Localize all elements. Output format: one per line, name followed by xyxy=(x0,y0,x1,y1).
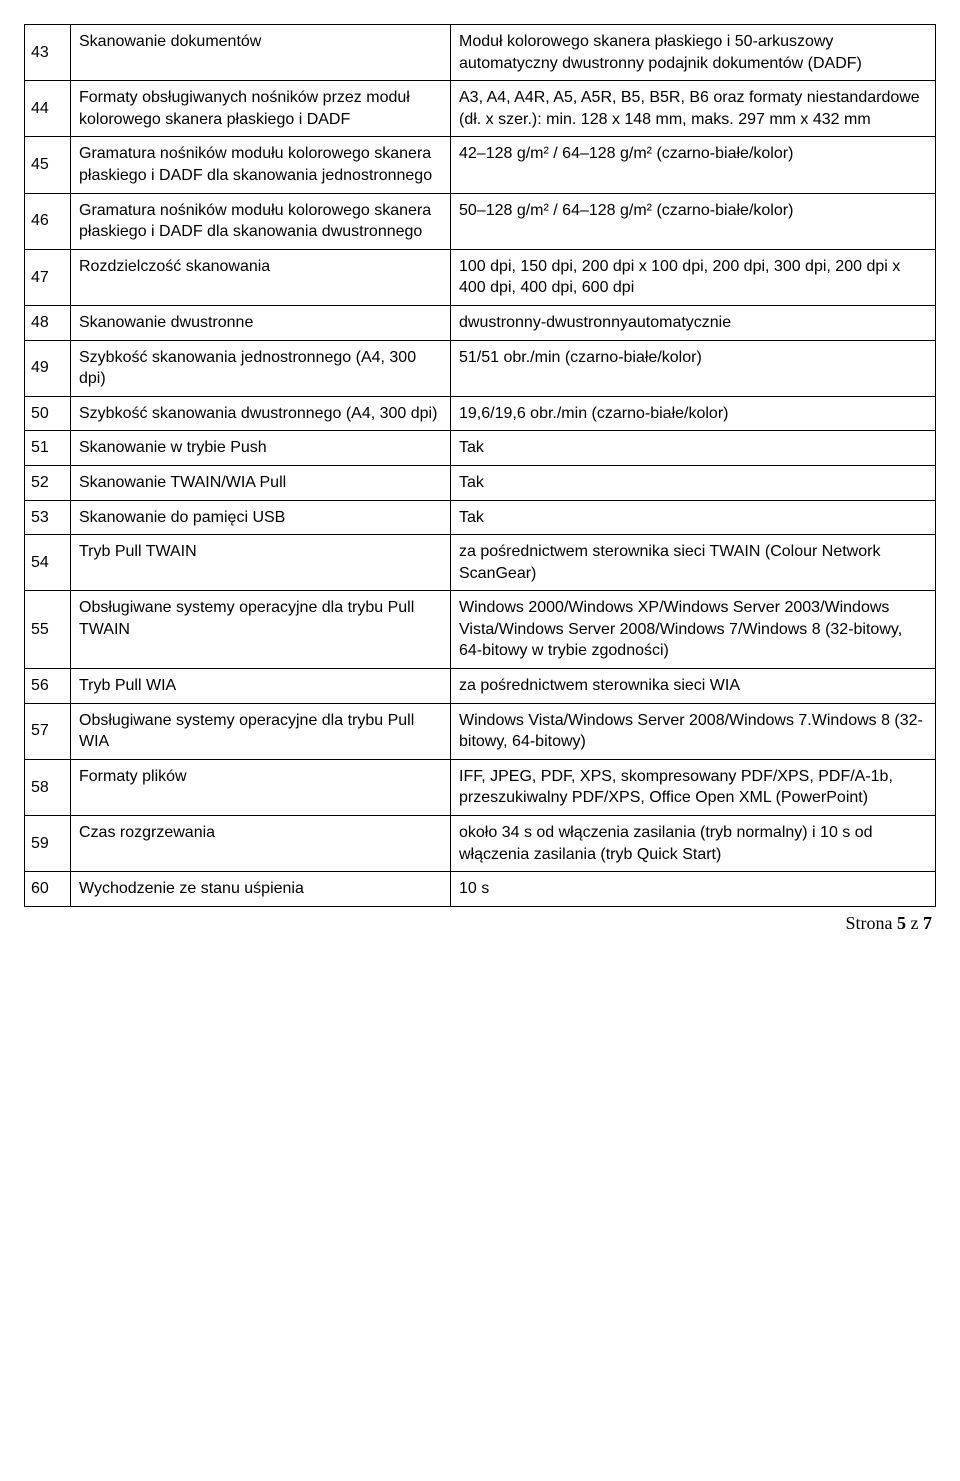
row-parameter: Obsługiwane systemy operacyjne dla trybu… xyxy=(71,591,451,669)
row-number: 51 xyxy=(25,431,71,466)
row-parameter: Skanowanie do pamięci USB xyxy=(71,500,451,535)
table-row: 51Skanowanie w trybie PushTak xyxy=(25,431,936,466)
row-value: Moduł kolorowego skanera płaskiego i 50-… xyxy=(451,25,936,81)
table-row: 48Skanowanie dwustronnedwustronny-dwustr… xyxy=(25,305,936,340)
row-number: 43 xyxy=(25,25,71,81)
row-value: za pośrednictwem sterownika sieci WIA xyxy=(451,669,936,704)
row-number: 53 xyxy=(25,500,71,535)
table-row: 50Szybkość skanowania dwustronnego (A4, … xyxy=(25,396,936,431)
row-number: 52 xyxy=(25,465,71,500)
row-parameter: Skanowanie TWAIN/WIA Pull xyxy=(71,465,451,500)
spec-table: 43Skanowanie dokumentówModuł kolorowego … xyxy=(24,24,936,907)
row-number: 54 xyxy=(25,535,71,591)
row-parameter: Formaty plików xyxy=(71,759,451,815)
row-parameter: Szybkość skanowania dwustronnego (A4, 30… xyxy=(71,396,451,431)
table-row: 52Skanowanie TWAIN/WIA PullTak xyxy=(25,465,936,500)
row-value: około 34 s od włączenia zasilania (tryb … xyxy=(451,816,936,872)
row-number: 47 xyxy=(25,249,71,305)
row-value: Windows 2000/Windows XP/Windows Server 2… xyxy=(451,591,936,669)
row-value: Windows Vista/Windows Server 2008/Window… xyxy=(451,703,936,759)
row-number: 50 xyxy=(25,396,71,431)
row-parameter: Tryb Pull TWAIN xyxy=(71,535,451,591)
table-row: 60Wychodzenie ze stanu uśpienia10 s xyxy=(25,872,936,907)
row-value: A3, A4, A4R, A5, A5R, B5, B5R, B6 oraz f… xyxy=(451,81,936,137)
row-parameter: Rozdzielczość skanowania xyxy=(71,249,451,305)
row-number: 46 xyxy=(25,193,71,249)
row-value: 10 s xyxy=(451,872,936,907)
row-value: Tak xyxy=(451,500,936,535)
row-number: 57 xyxy=(25,703,71,759)
row-value: Tak xyxy=(451,431,936,466)
row-value: 42–128 g/m² / 64–128 g/m² (czarno-białe/… xyxy=(451,137,936,193)
table-row: 56Tryb Pull WIAza pośrednictwem sterowni… xyxy=(25,669,936,704)
table-row: 54Tryb Pull TWAINza pośrednictwem sterow… xyxy=(25,535,936,591)
table-row: 59Czas rozgrzewaniaokoło 34 s od włączen… xyxy=(25,816,936,872)
table-row: 45Gramatura nośników modułu kolorowego s… xyxy=(25,137,936,193)
row-parameter: Skanowanie dwustronne xyxy=(71,305,451,340)
table-row: 49Szybkość skanowania jednostronnego (A4… xyxy=(25,340,936,396)
row-number: 44 xyxy=(25,81,71,137)
table-row: 55Obsługiwane systemy operacyjne dla try… xyxy=(25,591,936,669)
row-value: 19,6/19,6 obr./min (czarno-białe/kolor) xyxy=(451,396,936,431)
table-row: 44Formaty obsługiwanych nośników przez m… xyxy=(25,81,936,137)
footer-page: 5 xyxy=(897,913,906,933)
row-parameter: Gramatura nośników modułu kolorowego ska… xyxy=(71,193,451,249)
table-row: 43Skanowanie dokumentówModuł kolorowego … xyxy=(25,25,936,81)
row-parameter: Gramatura nośników modułu kolorowego ska… xyxy=(71,137,451,193)
row-value: 50–128 g/m² / 64–128 g/m² (czarno-białe/… xyxy=(451,193,936,249)
row-parameter: Obsługiwane systemy operacyjne dla trybu… xyxy=(71,703,451,759)
row-number: 49 xyxy=(25,340,71,396)
row-value: IFF, JPEG, PDF, XPS, skompresowany PDF/X… xyxy=(451,759,936,815)
page-footer: Strona 5 z 7 xyxy=(24,913,936,934)
row-value: Tak xyxy=(451,465,936,500)
row-number: 58 xyxy=(25,759,71,815)
row-value: 100 dpi, 150 dpi, 200 dpi x 100 dpi, 200… xyxy=(451,249,936,305)
row-number: 60 xyxy=(25,872,71,907)
row-value: dwustronny-dwustronnyautomatycznie xyxy=(451,305,936,340)
row-number: 48 xyxy=(25,305,71,340)
table-row: 47Rozdzielczość skanowania100 dpi, 150 d… xyxy=(25,249,936,305)
footer-prefix: Strona xyxy=(846,913,898,933)
row-parameter: Czas rozgrzewania xyxy=(71,816,451,872)
footer-sep: z xyxy=(906,913,923,933)
table-row: 57Obsługiwane systemy operacyjne dla try… xyxy=(25,703,936,759)
row-parameter: Formaty obsługiwanych nośników przez mod… xyxy=(71,81,451,137)
row-number: 56 xyxy=(25,669,71,704)
row-number: 59 xyxy=(25,816,71,872)
row-parameter: Wychodzenie ze stanu uśpienia xyxy=(71,872,451,907)
table-row: 53Skanowanie do pamięci USBTak xyxy=(25,500,936,535)
row-parameter: Szybkość skanowania jednostronnego (A4, … xyxy=(71,340,451,396)
table-row: 46Gramatura nośników modułu kolorowego s… xyxy=(25,193,936,249)
row-number: 55 xyxy=(25,591,71,669)
footer-total: 7 xyxy=(923,913,932,933)
row-value: 51/51 obr./min (czarno-białe/kolor) xyxy=(451,340,936,396)
row-parameter: Skanowanie dokumentów xyxy=(71,25,451,81)
row-parameter: Skanowanie w trybie Push xyxy=(71,431,451,466)
table-row: 58Formaty plikówIFF, JPEG, PDF, XPS, sko… xyxy=(25,759,936,815)
row-value: za pośrednictwem sterownika sieci TWAIN … xyxy=(451,535,936,591)
row-parameter: Tryb Pull WIA xyxy=(71,669,451,704)
row-number: 45 xyxy=(25,137,71,193)
